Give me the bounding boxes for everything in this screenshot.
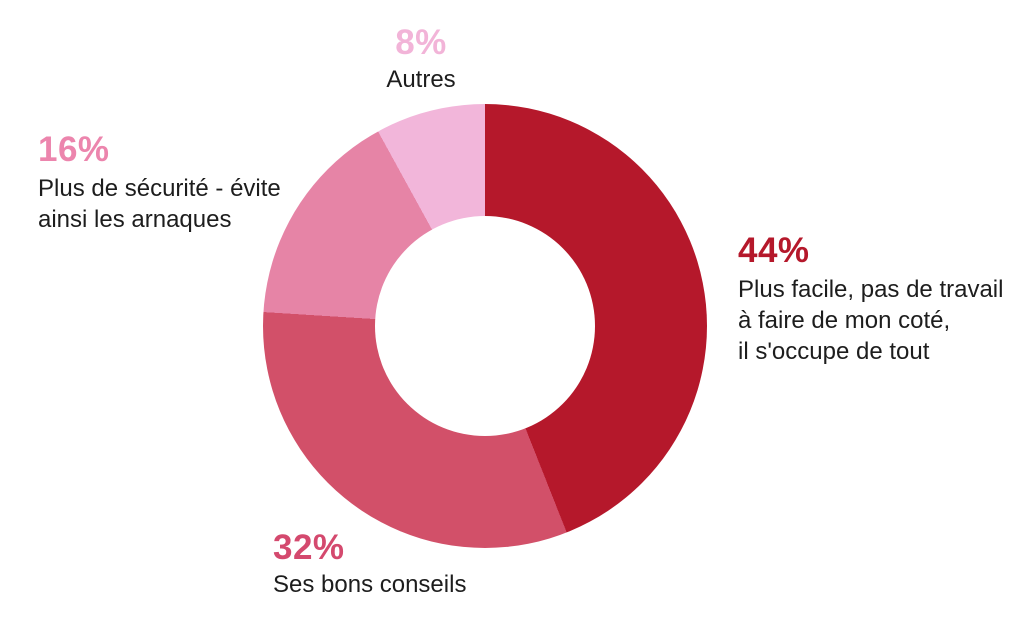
label-group-8: 8% Autres [321,24,521,95]
label-group-32: 32% Ses bons conseils [273,529,466,600]
percent-label-16: 16% [38,130,110,169]
category-label-32-line1: Ses bons conseils [273,571,467,598]
category-label-16-line2: ainsi les arnaques [38,206,232,233]
percent-label-44: 44% [738,231,810,270]
category-label-8-line1: Autres [386,66,456,93]
category-label-44-line2: à faire de mon coté, [738,307,951,334]
label-group-44: 44% Plus facile, pas de travail à faire … [738,232,1003,367]
donut-hole [375,216,595,436]
category-label-16-line1: Plus de sécurité - évite [38,175,281,202]
percent-label-32: 32% [273,528,345,567]
percent-label-8: 8% [395,23,447,62]
donut-chart [263,104,707,548]
category-label-44-line3: il s'occupe de tout [738,338,930,365]
category-label-44-line1: Plus facile, pas de travail [738,276,1004,303]
label-group-16: 16% Plus de sécurité - évite ainsi les a… [38,131,281,235]
